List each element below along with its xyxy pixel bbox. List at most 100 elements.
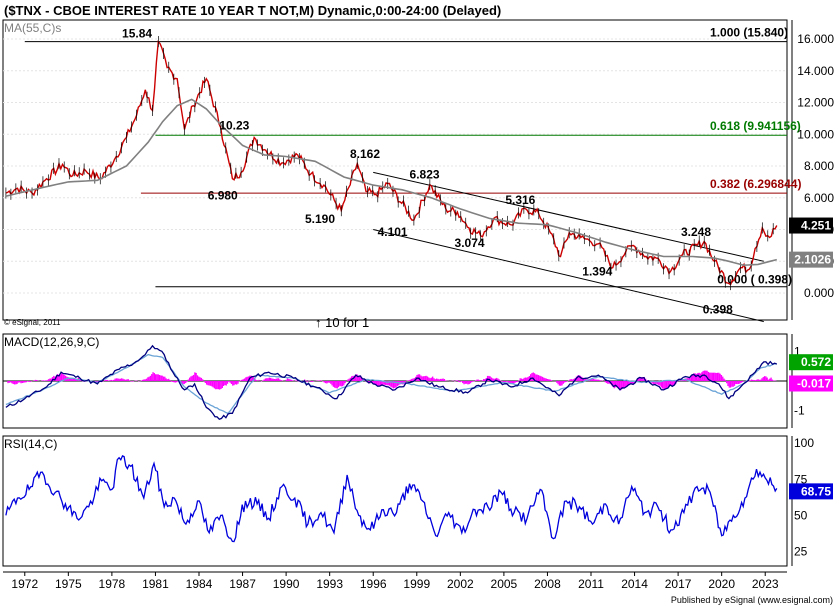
macd-histogram-bar	[175, 381, 178, 383]
macd-histogram-bar	[530, 374, 532, 381]
macd-last-value-text: -0.017	[797, 376, 831, 390]
macd-histogram-bar	[688, 378, 690, 381]
macd-histogram-bar	[656, 381, 659, 385]
macd-histogram-bar	[152, 372, 154, 381]
rsi-last-value-box	[789, 483, 833, 500]
macd-histogram-bar	[614, 381, 617, 388]
macd-histogram-bar	[527, 376, 529, 381]
macd-histogram-bar	[479, 380, 481, 381]
macd-histogram-bar	[68, 377, 71, 381]
macd-histogram-bar	[501, 381, 503, 382]
macd-histogram-bar	[310, 381, 312, 382]
macd-histogram-bar	[145, 378, 148, 381]
price-line-ma55[interactable]	[5, 98, 777, 267]
macd-histogram-bar	[141, 379, 144, 381]
macd-histogram-bar	[659, 381, 661, 386]
macd-histogram-bar	[651, 381, 653, 384]
price-panel[interactable]: 1.000 (15.840) 0.618 (9.941156) 0.382 (6.2…	[2, 3, 834, 330]
macd-histogram-bar	[183, 381, 186, 384]
macd-histogram-bar	[275, 378, 277, 381]
macd-histogram-bar	[123, 379, 125, 381]
macd-histogram-bar	[217, 381, 220, 390]
macd-histogram-bar	[174, 381, 176, 383]
macd-histogram-bar	[115, 378, 118, 381]
macd-histogram-bar	[498, 379, 500, 381]
macd-histogram-bar	[752, 379, 754, 381]
macd-histogram-bar	[409, 379, 412, 381]
macd-histogram-bar	[443, 379, 446, 381]
price-last-value-0: 4.251	[789, 217, 833, 234]
macd-histogram-bar	[709, 372, 711, 381]
macd-histogram-bar	[387, 381, 389, 386]
rsi-panel[interactable]: 100 75 50 25 68.75 RSI(14,C)	[2, 435, 833, 567]
macd-histogram-bar	[228, 381, 230, 382]
macd-histogram-bar	[330, 381, 332, 384]
macd-histogram-bar	[536, 374, 538, 381]
macd-histogram-bar	[15, 381, 17, 385]
macd-histogram-bar	[596, 379, 598, 381]
macd-histogram-bar	[24, 381, 26, 383]
macd-histogram-bar	[379, 381, 382, 386]
macd-histogram-bar	[667, 381, 669, 389]
macd-histogram-bar	[715, 372, 717, 381]
macd-histogram-bar	[328, 381, 331, 383]
macd-histogram-bar	[756, 379, 758, 381]
macd-histogram-bar	[292, 380, 294, 381]
price-last-value-text: 2.1026	[794, 253, 831, 267]
macd-histogram-bar	[164, 376, 166, 381]
macd-histogram-bar	[608, 381, 610, 384]
price-tick-label: 10.000	[797, 127, 834, 141]
macd-histogram-bar	[771, 379, 774, 381]
macd-histogram-bar	[324, 381, 327, 384]
macd-histogram-bar	[43, 380, 46, 381]
macd-histogram-bar	[506, 381, 508, 382]
macd-histogram-bar	[165, 378, 167, 381]
macd-histogram-bar	[442, 378, 444, 381]
macd-last-value-0: 0.572	[789, 354, 833, 371]
macd-histogram-bar	[464, 381, 466, 384]
macd-histogram-bar	[618, 381, 621, 390]
macd-histogram-bar	[177, 381, 179, 382]
macd-line[interactable]	[5, 344, 778, 420]
macd-histogram-bar	[247, 376, 250, 381]
macd-histogram-bar	[226, 381, 229, 384]
macd-histogram-bar	[496, 377, 498, 381]
macd-histogram-bar	[557, 381, 559, 385]
macd-histogram-bar	[147, 377, 149, 381]
macd-histogram-bar	[119, 378, 122, 381]
macd-histogram-bar	[706, 370, 708, 381]
macd-histogram-bar	[34, 379, 37, 381]
macd-histogram-bar	[384, 381, 387, 385]
macd-histogram-bar	[621, 381, 623, 389]
macd-histogram-bar	[522, 379, 524, 381]
macd-histogram-bar	[625, 381, 627, 388]
macd-histogram-bar	[182, 381, 184, 385]
macd-histogram-bar	[233, 381, 235, 386]
macd-histogram-bar	[104, 380, 106, 381]
x-tick-label: 2011	[578, 577, 604, 591]
macd-histogram-bar	[192, 374, 195, 381]
rsi-tick-label: 50	[794, 508, 808, 522]
macd-histogram-bar	[652, 381, 655, 385]
macd-histogram-bar	[153, 373, 156, 381]
macd-histogram-bar	[541, 376, 544, 381]
macd-histogram-bar	[373, 381, 375, 385]
macd-histogram-bar	[334, 381, 336, 388]
macd-histogram-bar	[326, 381, 328, 384]
price-annotation: 0.398	[703, 303, 733, 317]
macd-histogram-bar	[637, 378, 639, 381]
macd-histogram-bar	[114, 378, 116, 381]
macd-histogram-bar	[726, 381, 728, 384]
macd-histogram-bar	[476, 379, 478, 381]
rsi-tick-label: 25	[794, 545, 808, 559]
macd-histogram-bar	[762, 377, 764, 381]
macd-histogram-bar	[467, 381, 469, 385]
macd-histogram-bar	[173, 381, 175, 383]
macd-histogram-bar	[630, 381, 632, 384]
x-tick-label: 2005	[491, 577, 518, 591]
rsi-line[interactable]	[5, 455, 778, 543]
macd-histogram-bar	[394, 381, 396, 388]
macd-histogram-bar	[749, 380, 751, 381]
macd-panel[interactable]: 10-10.572-0.017 MACD(12,26,9,C)	[2, 333, 833, 429]
macd-last-value-text: 0.572	[801, 355, 831, 369]
